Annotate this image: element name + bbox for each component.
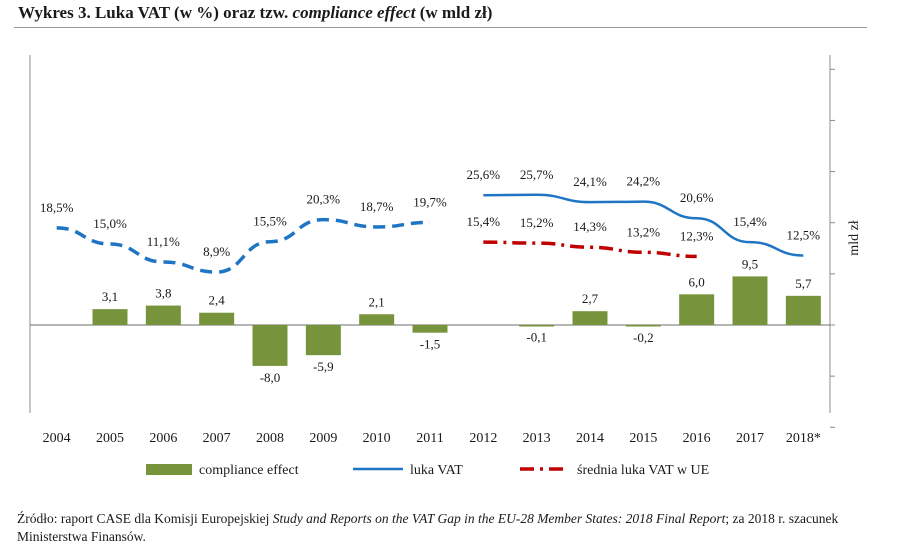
x-tick-label: 2012 (469, 431, 497, 446)
x-tick-label: 2007 (203, 431, 231, 446)
legend-label: compliance effect (199, 463, 299, 478)
x-tick-label: 2008 (256, 431, 284, 446)
bar-value-label: 2,1 (369, 294, 385, 309)
line-value-label: 25,7% (520, 167, 554, 182)
bar-value-label: 2,4 (209, 293, 226, 308)
bar (572, 311, 608, 325)
chart-area: 3,1 3,8 2,4 -8,0 -5,9 2,1 -1,5 -0,1 2,7 -0,2 6,0 9,… (29, 55, 862, 478)
line-value-label: 14,3% (573, 219, 607, 234)
bar-value-label: 6,0 (689, 274, 705, 289)
series-line (56, 217, 431, 274)
bar (199, 312, 235, 325)
title-suffix: (w mld zł) (415, 3, 493, 22)
line-value-label: 15,2% (520, 215, 554, 230)
bar-value-label: 9,5 (742, 256, 758, 271)
line-value-label: 20,6% (680, 190, 714, 205)
x-tick-label: 2017 (736, 431, 764, 446)
line-value-label: 18,5% (40, 200, 74, 215)
bar (679, 294, 715, 325)
source-note: Źródło: raport CASE dla Komisji Europejs… (17, 510, 895, 546)
bar-value-label: -0,2 (633, 330, 654, 345)
bar (785, 295, 821, 325)
bar-value-label: 3,8 (155, 286, 171, 301)
title-divider (14, 27, 867, 28)
source-suffix: ; za 2018 r. szacunek Ministerstwa Finan… (17, 511, 839, 544)
source-italic: Study and Reports on the VAT Gap in the … (272, 511, 726, 526)
y-axis-label: mld zł (847, 220, 862, 255)
line-value-label: 15,4% (467, 214, 501, 229)
bar-value-label: 3,1 (102, 289, 118, 304)
x-tick-label: 2009 (309, 431, 337, 446)
bar-value-label: -5,9 (313, 359, 334, 374)
line-value-label: 18,7% (360, 199, 394, 214)
line-value-label: 12,3% (680, 228, 714, 243)
x-tick-label: 2013 (523, 431, 551, 446)
x-tick-label: 2004 (43, 431, 71, 446)
bar (625, 325, 661, 327)
bar (252, 325, 288, 366)
bar (519, 325, 555, 327)
legend-label: średnia luka VAT w UE (577, 463, 709, 478)
bar (359, 314, 395, 325)
x-tick-label: 2018* (786, 431, 821, 446)
line-value-label: 19,7% (413, 194, 447, 209)
chart-title: Wykres 3. Luka VAT (w %) oraz tzw. compl… (18, 3, 492, 23)
bar-value-label: -1,5 (420, 337, 441, 352)
bar (145, 305, 181, 325)
series-line (483, 240, 697, 259)
bar (732, 276, 768, 325)
x-tick-label: 2006 (149, 431, 177, 446)
title-italic: compliance effect (292, 3, 416, 22)
line-value-label: 8,9% (203, 244, 230, 259)
x-tick-label: 2015 (629, 431, 657, 446)
line-value-label: 24,1% (573, 174, 607, 189)
bar (92, 309, 128, 325)
source-prefix: Źródło: raport CASE dla Komisji Europejs… (17, 511, 273, 526)
line-value-label: 12,5% (787, 228, 821, 243)
x-tick-label: 2014 (576, 431, 604, 446)
line-value-label: 15,0% (93, 216, 127, 231)
line-value-label: 25,6% (467, 167, 501, 182)
line-value-label: 15,4% (733, 214, 767, 229)
line-value-label: 15,5% (253, 214, 287, 229)
x-tick-label: 2011 (416, 431, 443, 446)
x-tick-label: 2005 (96, 431, 124, 446)
legend-label: luka VAT (410, 463, 463, 478)
bar-value-label: -0,1 (526, 330, 547, 345)
line-value-label: 20,3% (307, 192, 341, 207)
line-value-label: 24,2% (627, 174, 661, 189)
bar-value-label: -8,0 (260, 370, 281, 385)
x-tick-label: 2010 (363, 431, 391, 446)
bar (412, 325, 448, 333)
line-value-label: 13,2% (627, 224, 661, 239)
bar (305, 325, 341, 356)
line-value-label: 11,1% (147, 234, 180, 249)
title-prefix: Wykres 3. Luka VAT (w %) oraz tzw. (18, 3, 293, 22)
bar-value-label: 5,7 (795, 276, 812, 291)
series-line (483, 193, 804, 257)
bar-value-label: 2,7 (582, 291, 599, 306)
x-tick-label: 2016 (683, 431, 711, 446)
legend-swatch-bar (146, 464, 192, 475)
